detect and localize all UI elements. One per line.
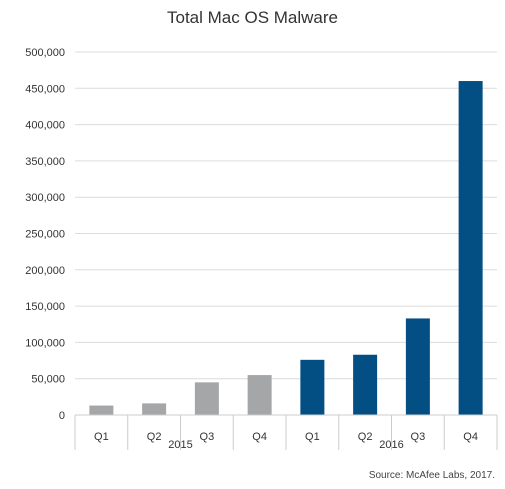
bar-2015-Q4 xyxy=(247,375,272,415)
bars xyxy=(89,81,483,415)
bar-2015-Q1 xyxy=(89,405,114,415)
y-tick-label: 50,000 xyxy=(31,374,65,386)
x-tick-label: Q4 xyxy=(463,431,478,443)
x-tick-label: Q1 xyxy=(305,431,320,443)
y-tick-label: 250,000 xyxy=(25,229,65,241)
bar-2016-Q2 xyxy=(353,354,378,415)
bar-2015-Q2 xyxy=(142,403,167,415)
y-tick-label: 0 xyxy=(59,410,65,422)
x-group-label: 2015 xyxy=(168,439,192,451)
y-tick-label: 150,000 xyxy=(25,301,65,313)
x-axis: Q1 Q2 Q3 Q4 Q1 Q2 Q3 Q4 2015 2016 xyxy=(74,414,498,451)
y-tick-label: 350,000 xyxy=(25,156,65,168)
x-group-label: 2016 xyxy=(379,439,403,451)
x-tick-label: Q4 xyxy=(252,431,267,443)
y-tick-label: 500,000 xyxy=(25,47,65,59)
x-tick-label: Q1 xyxy=(94,431,109,443)
x-tick-label: Q3 xyxy=(411,431,426,443)
source-note: Source: McAfee Labs, 2017. xyxy=(368,470,495,481)
chart-title: Total Mac OS Malware xyxy=(167,8,338,27)
y-tick-label: 100,000 xyxy=(25,337,65,349)
y-tick-label: 300,000 xyxy=(25,192,65,204)
gridlines xyxy=(75,51,497,380)
x-tick-label: Q2 xyxy=(147,431,162,443)
bar-2016-Q4 xyxy=(458,81,483,415)
y-tick-label: 200,000 xyxy=(25,265,65,277)
x-tick-label: Q3 xyxy=(200,431,215,443)
y-axis-ticks: 0 50,000 100,000 150,000 200,000 250,000 300,0… xyxy=(25,47,65,422)
bar-2015-Q3 xyxy=(194,382,219,415)
y-tick-label: 400,000 xyxy=(25,120,65,132)
x-tick-label: Q2 xyxy=(358,431,373,443)
bar-2016-Q3 xyxy=(405,318,430,415)
y-tick-label: 450,000 xyxy=(25,83,65,95)
bar-2016-Q1 xyxy=(300,359,325,415)
